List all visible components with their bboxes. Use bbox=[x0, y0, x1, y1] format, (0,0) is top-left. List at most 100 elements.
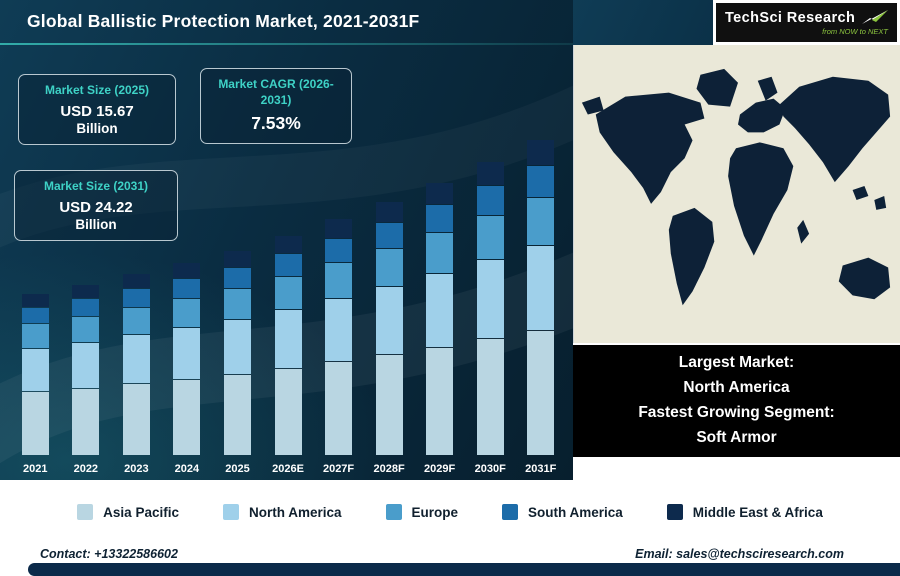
brand-tagline: from NOW to NEXT bbox=[822, 26, 888, 36]
bar-segment-europe bbox=[173, 298, 201, 328]
bar-segment-europe bbox=[223, 288, 251, 319]
bar-segment-europe bbox=[375, 248, 403, 287]
bar-segment-south-america bbox=[122, 289, 150, 307]
header-strip bbox=[573, 0, 713, 45]
stacked-bar bbox=[325, 219, 353, 455]
bar-segment-south-america bbox=[21, 307, 49, 324]
stat-label: Market Size (2025) bbox=[44, 83, 150, 97]
bar-segment-south-america bbox=[476, 186, 504, 215]
bar-column: 2026E bbox=[263, 112, 314, 478]
bar-segment-middle-east-africa bbox=[173, 262, 201, 279]
bar-segment-north-america bbox=[274, 310, 302, 369]
bar-column: 2030F bbox=[465, 112, 516, 478]
brand-text: TechSci Research bbox=[725, 9, 856, 26]
bar-segment-europe bbox=[72, 316, 100, 342]
bar-area bbox=[476, 117, 504, 455]
logo-area: TechSci Research from NOW to NEXT bbox=[713, 0, 900, 45]
bar-segment-asia-pacific bbox=[426, 347, 454, 455]
bar-column: 2025 bbox=[212, 112, 263, 478]
x-axis-label: 2031F bbox=[525, 463, 557, 475]
bar-area bbox=[173, 117, 201, 455]
bar-segment-asia-pacific bbox=[476, 339, 504, 455]
continent-south-america bbox=[668, 207, 715, 306]
bar-area bbox=[72, 117, 100, 455]
bar-column: 2021 bbox=[10, 112, 61, 478]
stacked-bar bbox=[223, 251, 251, 455]
bar-area bbox=[274, 117, 302, 455]
stat-value: USD 15.67 bbox=[60, 102, 134, 120]
bar-segment-middle-east-africa bbox=[223, 251, 251, 267]
contact-text: Contact: +13322586602 bbox=[40, 546, 178, 561]
legend-item: North America bbox=[222, 504, 342, 520]
stacked-bar bbox=[72, 285, 100, 455]
bar-segment-north-america bbox=[527, 245, 555, 330]
continent-australia bbox=[838, 257, 891, 300]
bar-segment-south-america bbox=[274, 254, 302, 276]
footer-bar bbox=[28, 563, 900, 576]
region-scandinavia bbox=[757, 76, 778, 101]
highlight-panel: Largest Market: North America Fastest Gr… bbox=[573, 345, 900, 457]
stacked-bar bbox=[173, 262, 201, 455]
legend-swatch bbox=[77, 504, 94, 520]
bar-segment-middle-east-africa bbox=[527, 140, 555, 165]
continent-asia bbox=[779, 76, 891, 183]
bar-area bbox=[426, 117, 454, 455]
legend-swatch bbox=[222, 504, 239, 520]
bar-column: 2027F bbox=[313, 112, 364, 478]
world-map bbox=[581, 68, 891, 306]
highlight-line: Soft Armor bbox=[696, 428, 777, 446]
bar-segment-asia-pacific bbox=[122, 384, 150, 455]
bar-segment-north-america bbox=[173, 328, 201, 379]
stat-card-market-size-2025: Market Size (2025) USD 15.67 Billion bbox=[18, 74, 176, 145]
bar-segment-middle-east-africa bbox=[274, 236, 302, 254]
legend-label: Middle East & Africa bbox=[692, 504, 823, 520]
continent-europe bbox=[737, 98, 786, 133]
x-axis-label: 2029F bbox=[424, 463, 456, 475]
bar-segment-europe bbox=[122, 307, 150, 335]
legend-item: Asia Pacific bbox=[77, 504, 179, 520]
bar-area bbox=[122, 117, 150, 455]
stacked-bar bbox=[527, 140, 555, 455]
bar-column: 2028F bbox=[364, 112, 415, 478]
logo-box: TechSci Research from NOW to NEXT bbox=[716, 3, 897, 42]
legend-swatch bbox=[502, 504, 519, 520]
bar-column: 2022 bbox=[61, 112, 112, 478]
legend-label: Asia Pacific bbox=[103, 504, 179, 520]
bar-segment-south-america bbox=[527, 165, 555, 197]
bar-segment-middle-east-africa bbox=[375, 202, 403, 222]
stacked-bar bbox=[476, 162, 504, 455]
bar-segment-asia-pacific bbox=[72, 388, 100, 455]
bar-segment-north-america bbox=[122, 335, 150, 384]
bar-segment-north-america bbox=[21, 348, 49, 392]
stat-value: USD 24.22 bbox=[59, 198, 133, 216]
stacked-bar-chart: 2021 2022 2023 2024 2025 2026E 2027F 2028F 2029F… bbox=[10, 112, 566, 478]
email-text: Email: sales@techsciresearch.com bbox=[635, 546, 844, 561]
bar-segment-middle-east-africa bbox=[72, 285, 100, 299]
stat-label: Market Size (2031) bbox=[43, 179, 149, 193]
stacked-bar bbox=[274, 236, 302, 455]
x-axis-label: 2028F bbox=[373, 463, 405, 475]
stacked-bar bbox=[375, 202, 403, 455]
bar-area bbox=[223, 117, 251, 455]
legend-item: Middle East & Africa bbox=[666, 504, 823, 520]
bar-segment-south-america bbox=[426, 205, 454, 233]
bar-segment-asia-pacific bbox=[173, 379, 201, 455]
page-title: Global Ballistic Protection Market, 2021… bbox=[27, 11, 420, 31]
bar-segment-middle-east-africa bbox=[325, 219, 353, 238]
continent-north-america bbox=[595, 92, 705, 204]
bar-segment-north-america bbox=[325, 298, 353, 362]
chart-legend: Asia Pacific North America Europe South Ame… bbox=[0, 480, 900, 544]
highlight-line: Largest Market: bbox=[678, 354, 795, 372]
island-madagascar bbox=[797, 219, 810, 244]
bar-segment-europe bbox=[274, 276, 302, 310]
contact-strip: Contact: +13322586602 Email: sales@techs… bbox=[0, 544, 900, 563]
legend-label: Europe bbox=[411, 504, 459, 520]
islands-southeast-asia bbox=[852, 186, 887, 210]
bar-segment-asia-pacific bbox=[21, 392, 49, 455]
continent-greenland bbox=[696, 68, 738, 107]
bar-segment-europe bbox=[527, 197, 555, 245]
legend-item: Europe bbox=[385, 504, 459, 520]
x-axis-label: 2030F bbox=[474, 463, 506, 475]
bar-segment-south-america bbox=[325, 238, 353, 262]
